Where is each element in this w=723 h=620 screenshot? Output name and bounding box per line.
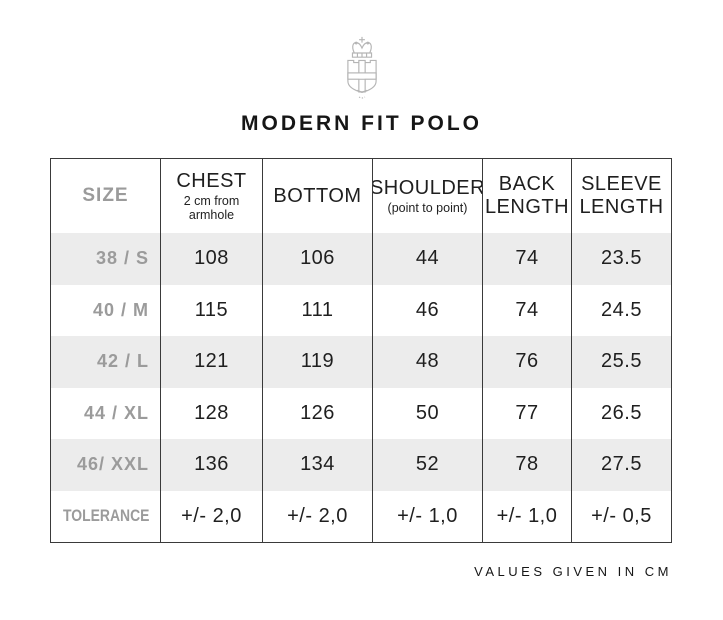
cell-back-length: 78 (483, 439, 572, 491)
cell-shoulder: 50 (373, 387, 483, 439)
cell-chest: 121 (161, 336, 263, 388)
cell-bottom: 106 (263, 233, 373, 285)
column-header-sleeve-length: SLEEVE LENGTH (572, 159, 671, 233)
cell-sleeve-length: 26.5 (601, 401, 642, 424)
header-label: SLEEVE LENGTH (579, 173, 664, 218)
cell-shoulder: 46 (373, 284, 483, 336)
cell-shoulder: 52 (373, 439, 483, 491)
column-header-back-length: BACK LENGTH (483, 159, 572, 233)
cell-size: 44 / XL (51, 387, 161, 439)
header-sublabel: (point to point) (387, 200, 468, 215)
brand-crest-logo (337, 36, 387, 109)
cell-sleeve-length-tolerance: +/- 0,5 (591, 504, 652, 527)
cell-chest: 136 (161, 439, 263, 491)
cell-back-length-tolerance: +/- 1,0 (483, 490, 572, 542)
cell-chest: 108 (161, 233, 263, 285)
cell-sleeve-length: 23.5 (572, 233, 671, 285)
cell-bottom-tolerance: +/- 2,0 (263, 490, 373, 542)
cell-back-length: 77 (483, 387, 572, 439)
header-label: CHEST (176, 169, 247, 192)
cell-sleeve-length: 25.5 (572, 336, 671, 388)
cell-size: 42 / L (51, 336, 161, 388)
cell-sleeve-length: 24.5 (601, 298, 642, 321)
header-label: SIZE (82, 185, 129, 207)
tolerance-text: TOLERANCE (62, 506, 149, 526)
cell-chest: 115 (161, 284, 263, 336)
cell-tolerance-label: TOLERANCE (51, 490, 161, 542)
column-header-size: SIZE (51, 159, 161, 233)
cell-bottom: 126 (263, 387, 373, 439)
crown-shield-icon (346, 36, 377, 99)
size-chart-table: SIZE CHEST 2 cm from armhole BOTTOM SHOUL… (50, 158, 672, 543)
cell-size: 46/ XXL (51, 439, 161, 491)
cell-shoulder-tolerance: +/- 1,0 (373, 490, 483, 542)
cell-bottom: 134 (263, 439, 373, 491)
column-header-chest: CHEST 2 cm from armhole (161, 159, 263, 233)
cell-bottom: 111 (263, 284, 373, 336)
cell-chest: 128 (161, 387, 263, 439)
cell-sleeve-length: 27.5 (572, 439, 671, 491)
cell-shoulder: 48 (373, 336, 483, 388)
cell-back-length: 74 (483, 233, 572, 285)
cell-size: 40 / M (51, 284, 161, 336)
units-note: VALUES GIVEN IN CM (474, 564, 672, 579)
header-label: BACK LENGTH (484, 173, 570, 218)
page-title: MODERN FIT POLO (241, 112, 482, 135)
cell-back-length: 74 (483, 284, 572, 336)
cell-bottom: 119 (263, 336, 373, 388)
column-header-bottom: BOTTOM (263, 159, 373, 233)
header-label: BOTTOM (273, 184, 362, 207)
cell-shoulder: 44 (373, 233, 483, 285)
header-label: SHOULDER (373, 176, 483, 199)
column-header-shoulder: SHOULDER (point to point) (373, 159, 483, 233)
header-sublabel: 2 cm from armhole (183, 193, 240, 222)
cell-chest-tolerance: +/- 2,0 (161, 490, 263, 542)
cell-back-length: 76 (483, 336, 572, 388)
cell-size: 38 / S (51, 233, 161, 285)
